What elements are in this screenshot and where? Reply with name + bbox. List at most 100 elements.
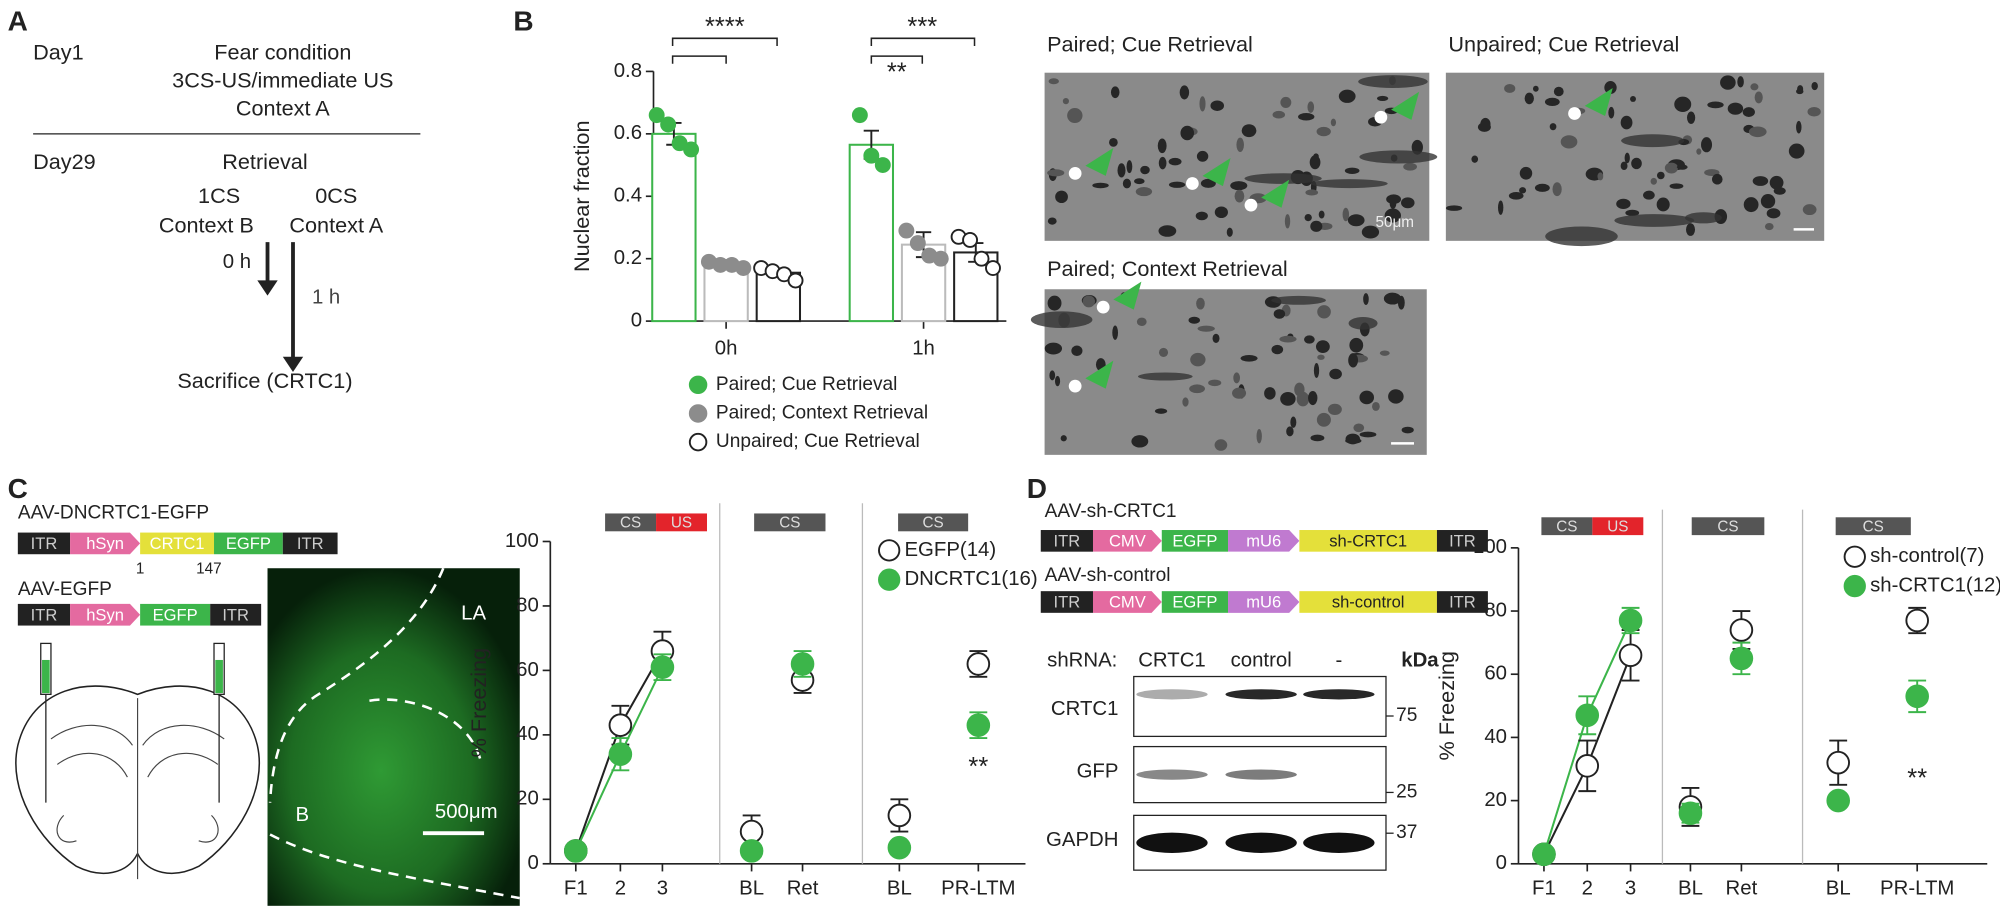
phase-box bbox=[1592, 517, 1644, 536]
cell bbox=[1604, 81, 1617, 95]
x-tick-label: Ret bbox=[1726, 878, 1758, 900]
point bbox=[909, 235, 926, 252]
cell bbox=[1304, 335, 1315, 344]
label: Retrieval bbox=[222, 149, 307, 174]
cell bbox=[1200, 178, 1216, 188]
cell bbox=[1272, 110, 1286, 119]
panel-letter: C bbox=[8, 473, 28, 504]
construct-part: ITR bbox=[1449, 531, 1476, 550]
cell bbox=[1264, 387, 1276, 400]
cell bbox=[1318, 210, 1325, 219]
point bbox=[688, 404, 708, 423]
label: AAV-sh-CRTC1 bbox=[1045, 501, 1177, 522]
cell bbox=[1122, 178, 1132, 189]
construct-box bbox=[214, 532, 283, 555]
construct-part: CRTC1 bbox=[150, 534, 205, 553]
construct-part: ITR bbox=[297, 534, 324, 553]
phase-label: CS bbox=[1717, 519, 1738, 536]
point bbox=[688, 432, 708, 452]
construct-box bbox=[210, 603, 262, 626]
cell bbox=[1701, 137, 1713, 153]
construct-box bbox=[17, 603, 71, 626]
point bbox=[1905, 608, 1929, 633]
bright-cell bbox=[1244, 198, 1258, 212]
cell bbox=[1480, 117, 1491, 131]
legend-label: Unpaired; Cue Retrieval bbox=[716, 431, 920, 452]
x-tick-label: F1 bbox=[1532, 878, 1556, 900]
cell bbox=[1317, 305, 1331, 319]
point bbox=[660, 116, 677, 133]
construct-box bbox=[1436, 530, 1488, 552]
construct-part: EGFP bbox=[1172, 531, 1217, 550]
cell bbox=[1796, 120, 1802, 134]
label: GAPDH bbox=[1046, 829, 1118, 851]
cell bbox=[1067, 108, 1083, 124]
cell bbox=[1082, 295, 1096, 308]
cell bbox=[1330, 118, 1337, 127]
cell bbox=[1313, 363, 1320, 378]
label: kDa bbox=[1401, 650, 1439, 672]
bright-cell bbox=[1374, 110, 1388, 124]
bright-cell bbox=[1068, 379, 1082, 393]
cell bbox=[1092, 182, 1109, 189]
construct-arrow bbox=[70, 532, 141, 555]
legend-label: EGFP(14) bbox=[904, 539, 996, 561]
vessel bbox=[1137, 372, 1193, 381]
phase-box bbox=[605, 513, 657, 532]
cell bbox=[1338, 89, 1356, 103]
cell bbox=[1643, 190, 1655, 200]
cell bbox=[1044, 342, 1063, 355]
cell bbox=[1168, 157, 1182, 166]
cell bbox=[1359, 390, 1375, 405]
point bbox=[863, 147, 880, 164]
cell bbox=[1504, 83, 1516, 93]
construct-part: CMV bbox=[1109, 531, 1146, 550]
cell bbox=[1280, 391, 1296, 406]
cell bbox=[1624, 152, 1630, 164]
cell bbox=[1669, 183, 1684, 189]
label: CRTC1 bbox=[1138, 650, 1206, 672]
point bbox=[787, 272, 804, 289]
cell bbox=[1769, 175, 1784, 190]
cell bbox=[1196, 150, 1209, 162]
cell bbox=[1508, 191, 1524, 200]
cell bbox=[1188, 316, 1200, 324]
construct-part: hSyn bbox=[86, 605, 124, 624]
point bbox=[790, 652, 815, 676]
y-tick-label: 0 bbox=[528, 852, 539, 874]
cell bbox=[1305, 189, 1319, 196]
cell bbox=[1140, 165, 1150, 175]
cell bbox=[1060, 435, 1067, 442]
point bbox=[683, 141, 700, 158]
point bbox=[878, 568, 901, 591]
construct-part: EGFP bbox=[226, 534, 271, 553]
phase-label: CS bbox=[923, 515, 944, 532]
y-tick-label: 80 bbox=[1484, 599, 1507, 621]
significance: ** bbox=[968, 753, 988, 781]
point bbox=[887, 835, 912, 860]
cell bbox=[1696, 148, 1702, 155]
point bbox=[878, 539, 901, 562]
bright-cell bbox=[1568, 107, 1581, 120]
x-tick-label: BL bbox=[887, 878, 912, 900]
construct-box bbox=[1299, 530, 1437, 552]
y-axis-label: Nuclear fraction bbox=[569, 120, 594, 272]
x-tick-label: 1h bbox=[912, 338, 935, 360]
cell bbox=[1597, 172, 1604, 181]
cell bbox=[1294, 382, 1305, 397]
bar bbox=[651, 132, 697, 323]
vessel bbox=[1621, 134, 1685, 148]
construct-arrow bbox=[1228, 591, 1300, 613]
cell bbox=[1788, 143, 1805, 159]
point bbox=[608, 742, 633, 766]
y-tick-label: 0.4 bbox=[614, 185, 642, 207]
cell bbox=[1630, 96, 1636, 102]
point bbox=[608, 713, 633, 737]
region-border bbox=[269, 833, 520, 900]
cell bbox=[1401, 426, 1414, 434]
arrow-head bbox=[282, 356, 304, 373]
point bbox=[1729, 618, 1754, 642]
cell bbox=[1136, 317, 1147, 326]
cell bbox=[1062, 98, 1069, 105]
vessel bbox=[1614, 214, 1695, 227]
